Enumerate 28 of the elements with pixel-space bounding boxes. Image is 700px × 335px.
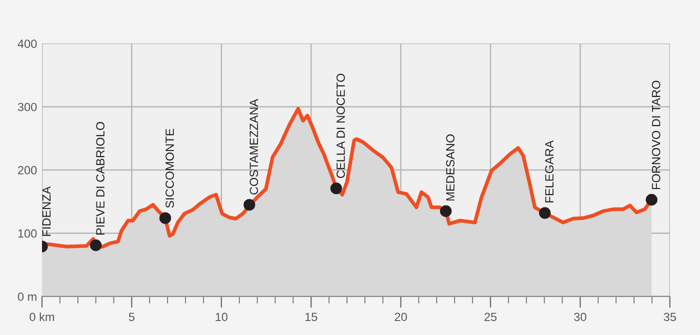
x-tick-label: 5 (128, 312, 134, 322)
annotation: COSTAMEZZANA (250, 98, 258, 194)
x-tick-label: 0 km (30, 312, 54, 322)
point (440, 205, 452, 217)
point (244, 198, 256, 211)
annotation: FELEGARA (545, 140, 554, 202)
x-tick-label: 25 (484, 312, 497, 322)
y-tick-label: 400 (18, 40, 37, 48)
x-tick-label: 10 (216, 312, 228, 322)
annotation: FIDENZA (42, 186, 51, 236)
y-tick-label: 100 (18, 229, 37, 238)
y-tick-label: 300 (18, 102, 37, 112)
annotation: MEDESANO (446, 134, 454, 200)
point (539, 207, 551, 219)
x-tick-label: 35 (664, 312, 676, 322)
x-tick-label: 30 (574, 312, 586, 322)
annotation: SICCOMONTE (166, 128, 174, 208)
annotation: PIEVE DI CABRIOLO (96, 122, 104, 235)
point (90, 239, 102, 252)
y-tick-label: 0 m (18, 292, 36, 301)
annotation: CELLA DI NOCETO (336, 74, 345, 178)
point (159, 212, 172, 224)
y-tick-label: 200 (18, 166, 37, 174)
point (646, 194, 658, 206)
x-tick-label: 15 (305, 312, 318, 322)
x-tick-label: 20 (394, 312, 407, 322)
annotation: FORNOVO DI TARO (652, 80, 660, 190)
point (330, 182, 342, 194)
